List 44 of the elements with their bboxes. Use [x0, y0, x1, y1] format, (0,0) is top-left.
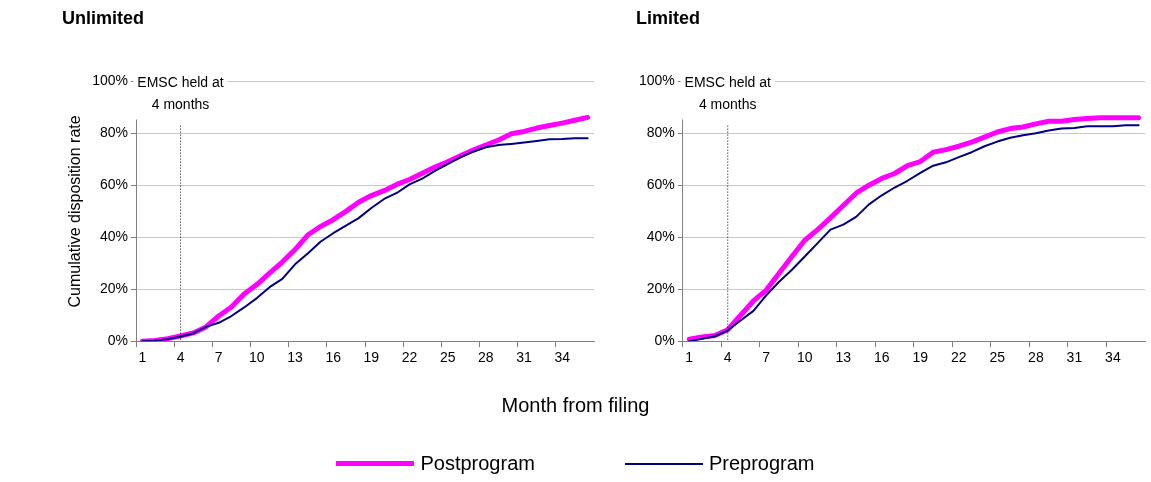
x-tick-label: 25 — [989, 349, 1006, 366]
x-tick-label: 1 — [685, 349, 694, 366]
x-tick-label: 19 — [912, 349, 929, 366]
x-tick-label: 13 — [835, 349, 852, 366]
y-tick-label: 40% — [99, 228, 129, 245]
y-tick-label: 80% — [646, 124, 675, 141]
x-tick-label: 16 — [874, 349, 890, 366]
x-tick-label: 31 — [516, 349, 533, 366]
legend-label: Postprogram — [420, 452, 535, 475]
x-tick-label: 4 — [723, 349, 732, 366]
chart-title: Unlimited — [62, 7, 145, 28]
y-tick-label: 20% — [99, 280, 129, 297]
y-tick-label: 20% — [646, 280, 675, 297]
x-tick-label: 16 — [325, 349, 342, 366]
y-axis-title: Cumulative disposition rate — [66, 115, 84, 308]
x-tick-label: 4 — [176, 349, 185, 366]
ref-line-label: EMSC held at 4 months — [684, 74, 772, 113]
x-tick-label: 22 — [951, 349, 967, 366]
x-tick-label: 7 — [762, 349, 771, 366]
y-tick-label: 100% — [638, 72, 675, 89]
x-tick-label: 28 — [478, 349, 494, 366]
x-tick-label: 10 — [796, 349, 813, 366]
x-tick-label: 1 — [138, 349, 147, 366]
x-tick-label: 22 — [401, 349, 418, 366]
x-tick-label: 10 — [249, 349, 265, 366]
y-tick-label: 60% — [99, 176, 129, 193]
x-tick-label: 7 — [214, 349, 223, 366]
y-tick-label: 100% — [92, 72, 129, 89]
x-tick-label: 34 — [1105, 349, 1121, 366]
y-tick-label: 80% — [99, 124, 129, 141]
x-tick-label: 34 — [554, 349, 571, 366]
ref-line-label: EMSC held at 4 months — [137, 74, 224, 113]
x-tick-label: 19 — [363, 349, 380, 366]
x-axis-title: Month from filing — [500, 394, 651, 417]
y-tick-label: 0% — [107, 332, 129, 349]
y-tick-label: 40% — [646, 228, 675, 245]
x-tick-label: 25 — [439, 349, 456, 366]
x-tick-label: 31 — [1066, 349, 1083, 366]
y-tick-label: 0% — [654, 332, 675, 349]
legend-label: Preprogram — [708, 452, 815, 475]
x-tick-label: 13 — [287, 349, 304, 366]
y-tick-label: 60% — [646, 176, 675, 193]
chart-title: Limited — [636, 7, 701, 28]
x-tick-label: 28 — [1028, 349, 1044, 366]
